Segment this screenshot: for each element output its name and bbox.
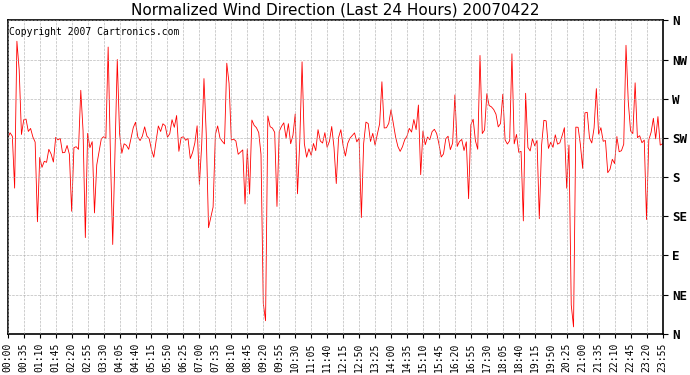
Title: Normalized Wind Direction (Last 24 Hours) 20070422: Normalized Wind Direction (Last 24 Hours…	[131, 3, 540, 18]
Text: Copyright 2007 Cartronics.com: Copyright 2007 Cartronics.com	[9, 27, 179, 37]
